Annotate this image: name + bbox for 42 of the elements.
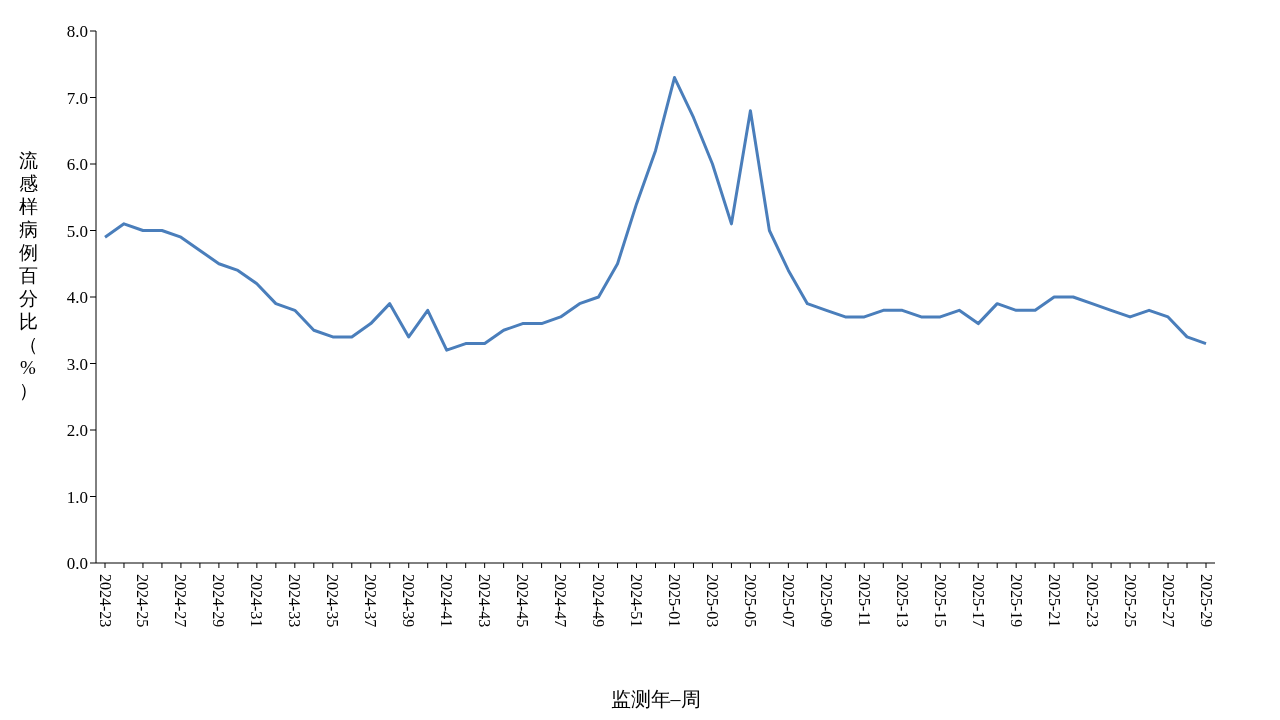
x-tick-label: 2025-07 (779, 574, 797, 628)
line-series (103, 76, 1208, 352)
text: 流感样病例百分比（%） (18, 150, 38, 401)
x-tick-label: 2025-09 (817, 574, 835, 628)
x-tick-label: 2024-33 (286, 574, 304, 628)
x-tick-label: 2024-25 (134, 574, 152, 628)
x-tick-label: 2025-01 (665, 574, 683, 628)
x-tick-label: 2025-19 (1007, 574, 1025, 628)
x-tick-label: 2025-25 (1121, 574, 1139, 628)
y-tick-label: 2.0 (66, 421, 88, 441)
x-tick-label: 2024-41 (438, 574, 456, 628)
x-tick-label: 2025-11 (855, 574, 873, 627)
x-tick-label: 2025-21 (1045, 574, 1063, 628)
x-tick-label: 2025-23 (1083, 574, 1101, 628)
y-tick-label: 7.0 (66, 88, 88, 108)
y-tick-label: 1.0 (66, 487, 88, 507)
x-tick-label: 2024-29 (210, 574, 228, 628)
x-tick-label: 2025-05 (741, 574, 759, 628)
y-tick-label: 3.0 (66, 354, 88, 374)
y-tick-label: 8.0 (66, 22, 88, 42)
x-tick-label: 2025-29 (1197, 574, 1215, 628)
y-tick-label: 4.0 (66, 288, 88, 308)
x-tick-label: 2025-15 (931, 574, 949, 628)
x-tick-label: 2024-27 (172, 574, 190, 628)
x-tick-label: 2025-27 (1159, 574, 1177, 628)
y-tick-label: 5.0 (66, 221, 88, 241)
y-tick-label: 0.0 (66, 554, 88, 574)
y-tick-label: 6.0 (66, 155, 88, 175)
x-tick-label: 2024-45 (514, 574, 532, 628)
x-tick-label: 2024-39 (400, 574, 418, 628)
x-tick-label: 2024-35 (324, 574, 342, 628)
x-tick-label: 2024-43 (476, 574, 494, 628)
x-tick-label: 2024-31 (248, 574, 266, 628)
x-tick-label: 2025-17 (969, 574, 987, 628)
x-axis-title: 监测年–周 (609, 687, 702, 712)
x-tick-label: 2025-13 (893, 574, 911, 628)
x-tick-label: 2024-23 (96, 574, 114, 628)
x-tick-label: 2024-49 (590, 574, 608, 628)
x-tick-label: 2025-03 (703, 574, 721, 628)
x-tick-label: 2024-47 (552, 574, 570, 628)
x-tick-label: 2024-51 (628, 574, 646, 628)
x-tick-label: 2024-37 (362, 574, 380, 628)
